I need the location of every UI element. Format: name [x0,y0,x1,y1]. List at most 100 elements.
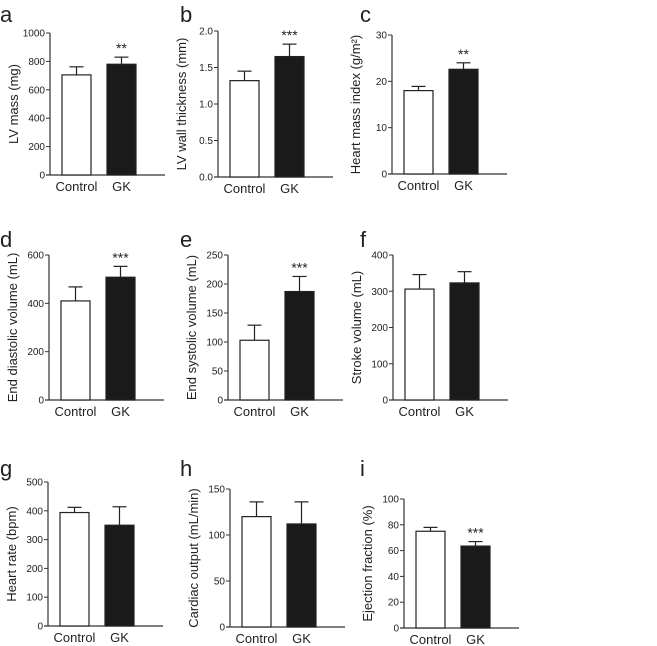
y-tick-label: 200 [371,323,388,334]
y-tick-label: 400 [27,299,44,310]
panel-h: h 0 50 100 150 Cardiac output (mL/min) Control… [180,456,345,646]
y-axis-label: Stroke volume (mL) [349,271,364,384]
y-tick-label: 600 [27,251,44,262]
y-tick-label: 200 [206,280,223,291]
bar-control [404,288,435,401]
y-tick-label: 0 [382,396,388,407]
y-tick-label: 0 [381,170,387,181]
bar-gk [448,68,479,175]
y-tick-label: 150 [206,309,223,320]
bar-control [241,515,272,628]
y-axis-label: End diastolic volume (mL) [5,253,20,403]
y-tick-label: 400 [26,506,43,517]
x-tick-label: Control [55,404,97,419]
y-tick-label: 0 [393,624,399,635]
bar-control [60,300,91,401]
y-tick-label: 0 [39,171,45,182]
x-tick-label: GK [466,632,485,646]
y-tick-label: 20 [388,598,400,609]
y-tick-label: 0.0 [199,173,213,184]
y-tick-label: 20 [376,77,388,88]
y-tick-label: 150 [208,485,225,496]
y-tick-label: 300 [371,287,388,298]
y-tick-label: 0 [219,623,225,634]
x-tick-label: GK [455,404,474,419]
panel-letter: i [360,456,365,481]
y-tick-label: 400 [371,251,388,262]
y-tick-label: 0.5 [199,136,213,147]
panel-letter: c [360,2,371,27]
bar-control [59,511,90,627]
y-tick-label: 100 [26,593,43,604]
y-axis-label: Heart rate (bpm) [4,506,19,601]
y-tick-label: 2.0 [199,27,213,38]
significance-marker: ** [458,46,469,62]
x-tick-label: GK [454,178,473,193]
y-tick-label: 100 [382,495,399,506]
panel-letter: f [360,227,367,252]
panel-letter: g [0,456,12,481]
bar-gk [274,55,305,178]
y-tick-label: 60 [388,546,400,557]
y-tick-label: 0 [37,622,43,633]
y-tick-label: 100 [371,359,388,370]
significance-marker: ** [116,40,127,56]
significance-marker: *** [291,259,308,275]
y-tick-label: 80 [388,520,400,531]
y-axis-label: Cardiac output (mL/min) [186,488,201,627]
panel-c: c 0 10 20 30 Heart mass index (g/m²) Control GK… [348,2,507,193]
y-axis-label: LV mass (mg) [6,64,21,144]
bar-gk [449,282,480,401]
bar-control [415,530,446,629]
x-tick-label: Control [398,178,440,193]
x-tick-label: Control [234,404,276,419]
y-tick-label: 1000 [23,29,46,40]
y-tick-label: 0 [38,396,44,407]
x-tick-label: GK [111,404,130,419]
y-tick-label: 100 [208,531,225,542]
bar-gk [460,545,491,629]
bar-gk [106,63,137,176]
y-tick-label: 250 [206,251,223,262]
x-tick-label: GK [292,631,311,646]
bar-control [403,89,434,175]
bar-gk [286,523,317,628]
x-tick-label: Control [56,179,98,194]
y-tick-label: 0 [217,396,223,407]
y-tick-label: 300 [26,535,43,546]
panel-e: e 0 50 100 150 200 250 End systolic volume (mL)… [180,227,343,419]
y-tick-label: 50 [212,367,224,378]
bar-control [239,339,270,401]
y-axis-label: Ejection fraction (%) [360,505,375,621]
x-tick-label: GK [290,404,309,419]
y-tick-label: 10 [376,123,388,134]
x-tick-label: Control [224,181,266,196]
y-tick-label: 200 [26,564,43,575]
panel-b: b 0.0 0.5 1.0 1.5 2.0 LV wall thickness (mm) Co… [174,2,333,196]
x-tick-label: Control [399,404,441,419]
panel-letter: d [0,227,12,252]
y-tick-label: 500 [26,478,43,489]
significance-marker: *** [467,525,484,541]
panel-letter: e [180,227,192,252]
y-tick-label: 1.5 [199,63,213,74]
y-tick-label: 50 [214,577,226,588]
y-tick-label: 200 [27,347,44,358]
y-tick-label: 100 [206,338,223,349]
y-tick-label: 40 [388,572,400,583]
panel-letter: h [180,456,192,481]
y-tick-label: 600 [28,85,45,96]
significance-marker: *** [112,249,129,265]
panel-letter: a [0,2,13,27]
bar-control [229,80,260,178]
bar-gk [284,290,315,401]
bar-gk [104,524,135,627]
y-tick-label: 400 [28,114,45,125]
panel-i: i 0 20 40 60 80 100 Ejection fraction (%) Contro… [360,456,519,646]
panel-letter: b [180,2,192,27]
panel-a: a 0 200 400 600 800 1000 LV mass (mg) Control GK *… [0,2,165,194]
y-tick-label: 800 [28,57,45,68]
y-axis-label: Heart mass index (g/m²) [348,35,363,174]
y-axis-label: LV wall thickness (mm) [174,38,189,171]
